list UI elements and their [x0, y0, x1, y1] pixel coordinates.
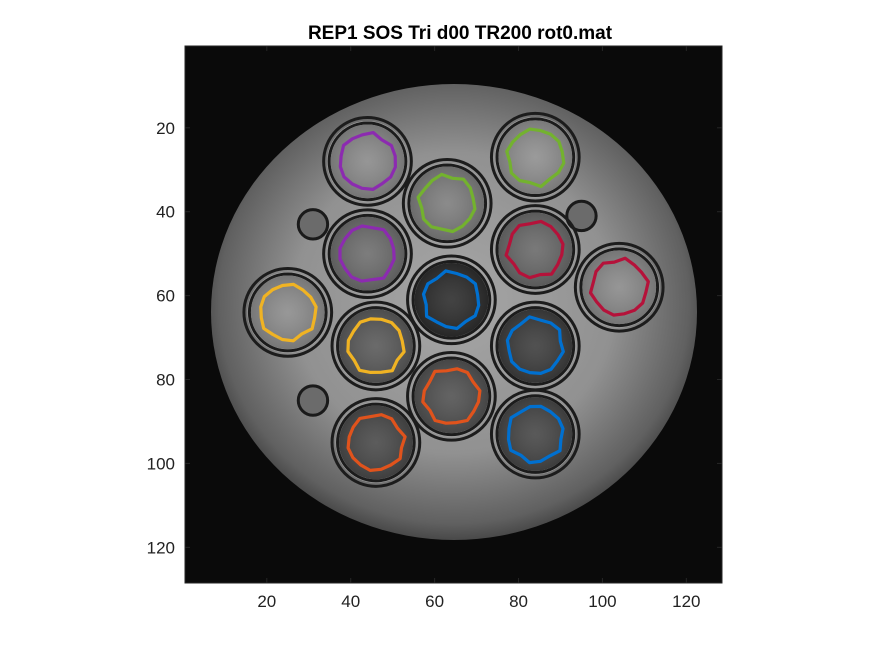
roi-red-6	[588, 256, 650, 317]
x-axis: 20 40 60 80 100 120	[257, 46, 701, 611]
x-tick-label: 120	[672, 592, 700, 611]
vial-outer-ring-12	[330, 397, 422, 488]
x-tick-label: 40	[341, 592, 360, 611]
vial-outer-ring-6	[573, 241, 665, 333]
vial-outer-ring-1	[322, 116, 413, 207]
bubbles-layer	[296, 199, 598, 417]
roi-purple-4	[338, 224, 396, 283]
vial-inner-ring-5	[495, 209, 576, 290]
y-tick-label: 20	[156, 119, 175, 138]
vial-outer-ring-8	[406, 254, 497, 346]
y-tick-label: 100	[147, 454, 175, 473]
x-tick-label: 60	[425, 592, 444, 611]
x-tick-label: 100	[588, 592, 616, 611]
roi-blue-9	[505, 315, 565, 375]
vial-outer-ring-4	[322, 208, 413, 300]
y-tick-label: 40	[156, 203, 175, 222]
roi-green-3	[416, 172, 477, 234]
roi-orange-11	[421, 367, 482, 425]
roi-yellow-10	[346, 317, 406, 374]
y-tick-label: 60	[156, 287, 175, 306]
vial-inner-ring-8	[411, 259, 492, 340]
vial-inner-ring-1	[327, 121, 408, 202]
roi-red-5	[504, 219, 565, 280]
vial-inner-ring-6	[579, 247, 660, 328]
x-tick-label: 20	[257, 592, 276, 611]
vial-outer-ring-3	[401, 157, 493, 249]
vial-outer-ring-10	[330, 300, 422, 392]
y-axis: 20 40 60 80 100 120	[147, 119, 722, 557]
roi-blue-8	[421, 269, 481, 331]
vial-inner-ring-3	[407, 163, 488, 244]
roi-orange-12	[346, 413, 407, 472]
roi-yellow-7	[259, 282, 318, 343]
y-tick-label: 80	[156, 371, 175, 390]
vial-outer-ring-11	[406, 350, 497, 442]
vial-outer-ring-5	[489, 204, 581, 295]
air-bubble-2	[565, 199, 598, 233]
air-bubble-3	[296, 384, 330, 417]
plot-title: REP1 SOS Tri d00 TR200 rot0.mat	[308, 23, 613, 44]
vial-inner-ring-9	[495, 306, 576, 386]
y-tick-label: 120	[147, 538, 175, 557]
vial-inner-ring-10	[336, 306, 416, 386]
air-bubble-1	[296, 208, 330, 241]
x-tick-label: 80	[509, 592, 528, 611]
vial-outer-ring-13	[489, 388, 581, 480]
vial-outer-ring-2	[489, 111, 581, 203]
roi-green-2	[505, 127, 566, 189]
roi-layer	[259, 127, 650, 472]
vial-inner-ring-13	[495, 394, 576, 474]
vial-inner-ring-12	[336, 402, 416, 483]
axes-frame	[184, 45, 723, 584]
image-axes	[185, 46, 722, 583]
vial-outer-ring-7	[242, 267, 334, 358]
vial-inner-ring-7	[247, 272, 328, 353]
roi-purple-1	[338, 131, 397, 191]
roi-blue-13	[506, 404, 565, 465]
vial-inner-ring-4	[327, 213, 408, 294]
vial-inner-ring-11	[411, 356, 492, 437]
vial-inner-ring-2	[495, 117, 576, 198]
